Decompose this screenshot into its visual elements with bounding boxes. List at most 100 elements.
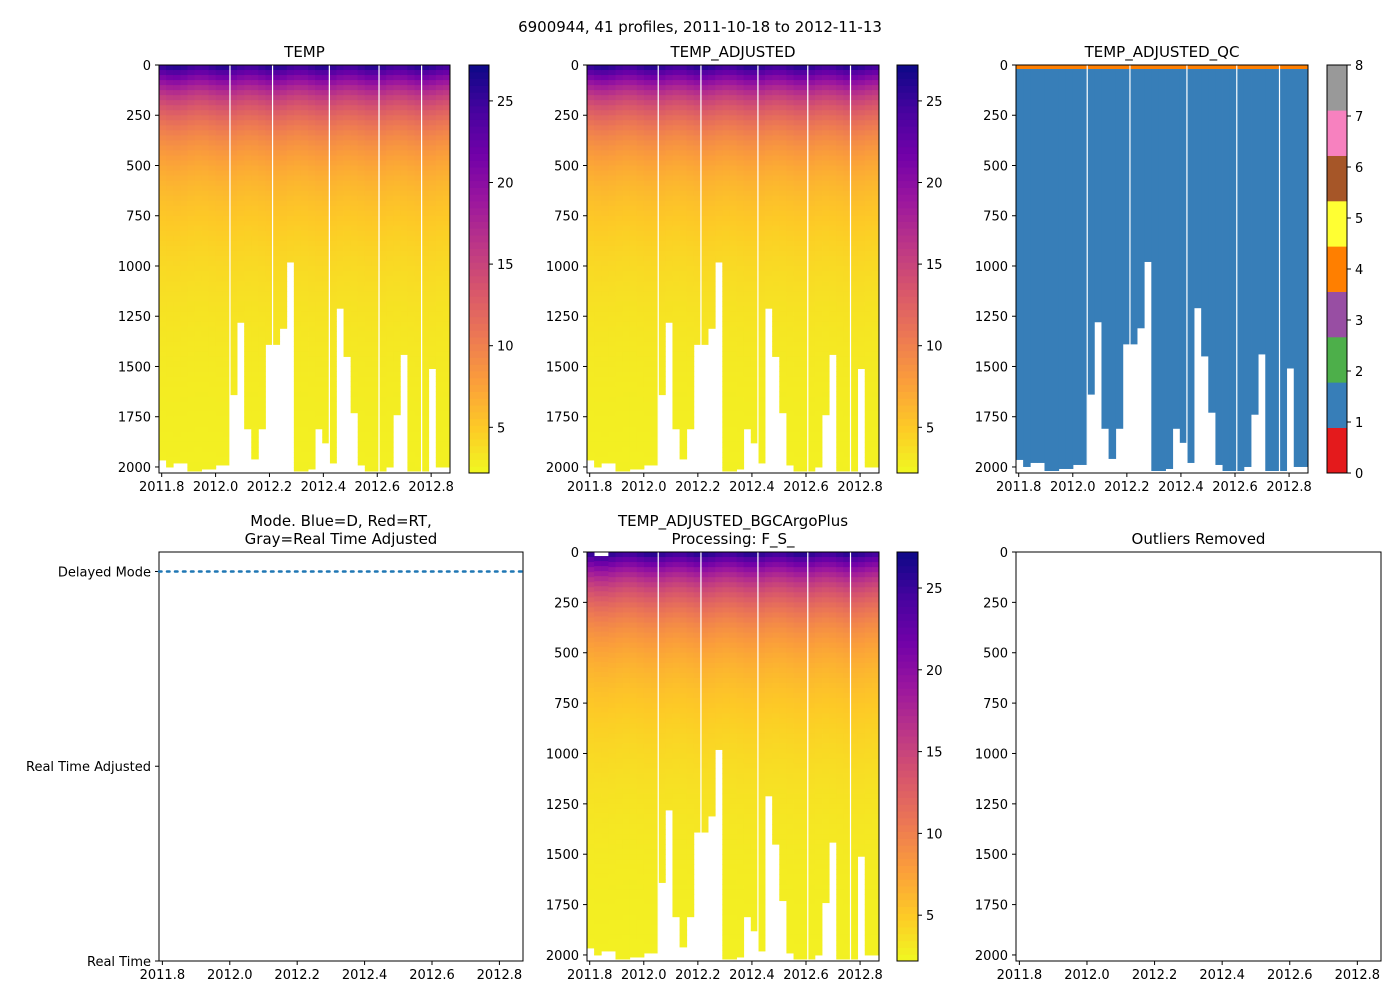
heatmap-cell (201, 85, 210, 91)
heatmap-cell (386, 371, 394, 378)
heatmap-cell (251, 130, 259, 136)
heatmap-cell (658, 70, 666, 76)
heatmap-cell (293, 341, 302, 347)
colorbar-segment (469, 112, 489, 120)
heatmap-cell (222, 341, 231, 347)
heatmap-cell (414, 366, 423, 373)
heatmap-cell (393, 160, 401, 166)
heatmap-cell (686, 421, 695, 428)
heatmap-cell (608, 100, 616, 106)
heatmap-cell (615, 271, 624, 277)
heatmap-cell (587, 406, 595, 413)
heatmap-cell (329, 311, 337, 317)
heatmap-cell (222, 276, 231, 282)
heatmap-cell (201, 160, 210, 166)
colorbar-segment (469, 432, 489, 440)
heatmap-cell (300, 441, 309, 448)
heatmap-cell (229, 316, 238, 322)
heatmap-cell (322, 341, 330, 347)
heatmap-cell (679, 150, 688, 156)
heatmap-cell (229, 185, 238, 192)
heatmap-cell (428, 80, 437, 86)
heatmap-cell (364, 135, 373, 141)
heatmap-cell (159, 291, 167, 297)
heatmap-cell (166, 436, 174, 443)
heatmap-cell (187, 371, 195, 378)
heatmap-cell (608, 65, 616, 71)
heatmap-cell (258, 281, 266, 287)
heatmap-cell (215, 255, 224, 262)
heatmap-cell (300, 120, 309, 126)
heatmap-cell (414, 341, 423, 347)
heatmap-cell (201, 331, 210, 337)
heatmap-cell (265, 260, 273, 267)
heatmap-cell (308, 346, 316, 352)
colorbar-segment (469, 221, 489, 229)
figure-suptitle: 6900944, 41 profiles, 2011-10-18 to 2012… (518, 18, 882, 36)
heatmap-cell (343, 125, 352, 131)
heatmap-cell (336, 125, 344, 131)
heatmap-cell (244, 135, 252, 141)
heatmap-cell (173, 271, 181, 277)
heatmap-cell (201, 446, 210, 453)
heatmap-cell (757, 316, 766, 322)
heatmap-cell (222, 456, 231, 463)
heatmap-cell (208, 336, 217, 342)
heatmap-cell (244, 225, 252, 232)
heatmap-cell (343, 150, 352, 156)
heatmap-cell (722, 271, 730, 277)
heatmap-cell (750, 225, 759, 232)
heatmap-cell (265, 271, 273, 277)
heatmap-cell (244, 155, 252, 161)
heatmap-cell (736, 165, 745, 172)
heatmap-cell (187, 265, 195, 272)
heatmap-cell (187, 456, 195, 463)
heatmap-cell (629, 190, 638, 197)
heatmap-cell (608, 456, 616, 463)
heatmap-cell (736, 125, 745, 131)
heatmap-cell (729, 426, 737, 433)
heatmap-cell (208, 406, 217, 413)
heatmap-cell (729, 346, 737, 352)
heatmap-cell (244, 376, 252, 383)
heatmap-cell (651, 180, 659, 187)
heatmap-cell (622, 406, 631, 413)
heatmap-cell (159, 65, 167, 71)
heatmap-cell (393, 255, 401, 262)
heatmap-cell (386, 441, 394, 448)
heatmap-cell (222, 235, 231, 242)
heatmap-cell (350, 85, 359, 91)
heatmap-cell (166, 195, 174, 202)
heatmap-cell (315, 376, 323, 383)
heatmap-cell (722, 396, 730, 403)
heatmap-cell (442, 150, 451, 156)
heatmap-cell (708, 291, 716, 297)
heatmap-cell (757, 70, 766, 76)
heatmap-cell (715, 205, 723, 212)
heatmap-cell (187, 336, 195, 342)
heatmap-cell (757, 296, 766, 302)
heatmap-cell (729, 326, 737, 332)
heatmap-cell (636, 145, 645, 151)
heatmap-cell (743, 90, 752, 96)
heatmap-cell (379, 240, 387, 247)
heatmap-cell (708, 306, 716, 312)
heatmap-cell (322, 265, 330, 272)
heatmap-cell (265, 326, 273, 332)
heatmap-cell (300, 351, 309, 357)
heatmap-cell (265, 105, 273, 111)
heatmap-cell (180, 225, 188, 232)
heatmap-cell (208, 316, 217, 322)
heatmap-cell (300, 286, 309, 292)
heatmap-cell (166, 235, 174, 242)
heatmap-cell (421, 245, 430, 252)
heatmap-cell (679, 195, 688, 202)
heatmap-cell (336, 70, 344, 76)
heatmap-cell (322, 281, 330, 287)
heatmap-cell (672, 326, 680, 332)
heatmap-cell (407, 250, 415, 257)
heatmap-cell (435, 301, 444, 307)
heatmap-cell (435, 85, 444, 91)
heatmap-cell (587, 155, 595, 161)
heatmap-cell (750, 426, 759, 433)
